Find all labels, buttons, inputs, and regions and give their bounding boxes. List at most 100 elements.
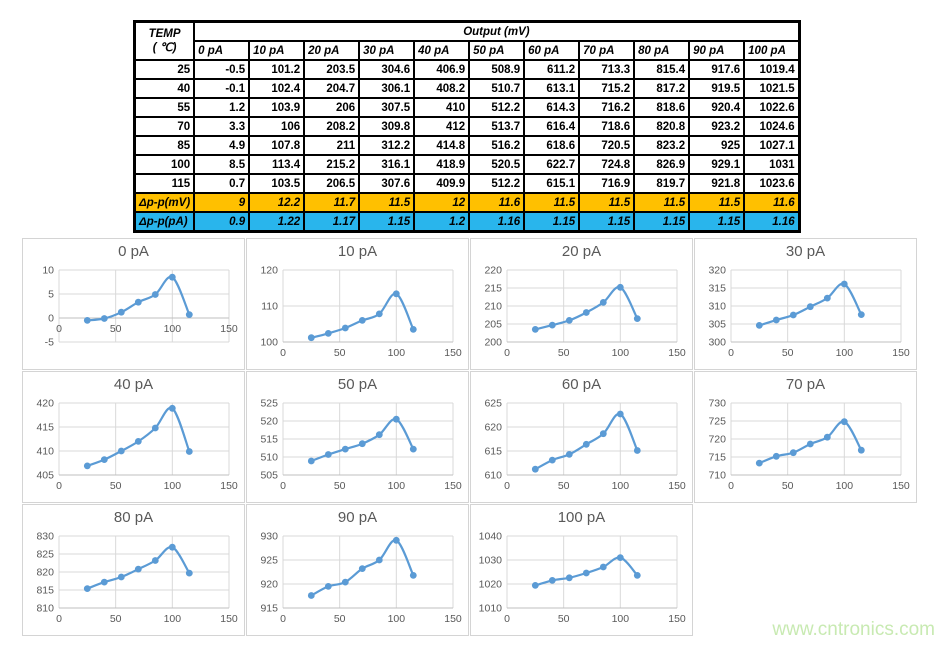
delta-pa-row-cell: 1.15 (358, 211, 416, 233)
delta-pa-row-cell: 1.15 (578, 211, 636, 233)
y-tick-label: 1010 (479, 603, 503, 615)
x-tick-label: 50 (110, 323, 122, 335)
delta-pa-row-cell: 1.15 (523, 211, 581, 233)
data-point-marker (789, 449, 797, 457)
value-cell: 1021.5 (743, 78, 801, 99)
x-tick-label: 150 (668, 347, 686, 359)
x-tick-label: 0 (728, 480, 734, 492)
x-tick-label: 0 (56, 480, 62, 492)
delta-pa-row: Δp-p(pA) 0.9 1.22 1.17 1.15 1.2 1.16 1.15 1.15 1.… (133, 211, 801, 233)
temp-header: TEMP ( ℃) (133, 20, 196, 61)
delta-pa-row-cell: 0.9 (193, 211, 251, 233)
data-point-marker (806, 440, 814, 448)
data-point-marker (185, 569, 193, 577)
chart-title: 70 pA (785, 376, 826, 393)
delta-pa-row-cell: 1.2 (413, 211, 471, 233)
value-cell: 418.9 (413, 154, 471, 175)
data-point-marker (409, 445, 417, 453)
chart-plot: 100 110 120 0 50 100 150 (260, 266, 461, 359)
series-line (87, 275, 191, 322)
value-cell: 206.5 (303, 173, 361, 194)
y-tick-label: 925 (260, 555, 278, 567)
y-tick-label: 120 (260, 266, 278, 277)
delta-pa-row-cell: 1.15 (633, 211, 691, 233)
table-body: 25 -0.5 101.2 203.5 304.6 406.9 508.9 611.2 713.… (133, 59, 801, 233)
table-row: 85 4.9 107.8 211 312.2 414.8 516.2 618.6 720.5 82… (133, 135, 801, 156)
data-point-marker (857, 311, 865, 318)
delta-mv-row: Δp-p(mV) 9 12.2 11.7 11.5 12 11.6 11.5 11.5 11.5 1… (133, 192, 801, 213)
chart-plot: 405 410 415 420 0 50 100 150 (36, 399, 237, 492)
x-tick-label: 150 (444, 480, 462, 492)
value-cell: 713.3 (578, 59, 636, 80)
value-cell: 613.1 (523, 78, 581, 99)
data-point-marker (134, 438, 142, 445)
value-cell: 925 (688, 135, 746, 156)
value-cell: 409.9 (413, 173, 471, 194)
y-tick-label: 715 (708, 452, 726, 464)
chart-title: 40 pA (113, 376, 154, 393)
temp-cell: 25 (133, 59, 196, 80)
data-point-marker (823, 433, 831, 441)
data-point-marker (531, 582, 539, 589)
chart-panel-90-pa: 90 pA 915 920 925 930 0 50 100 150 (246, 504, 469, 636)
data-point-marker (83, 585, 91, 592)
y-tick-label: 510 (260, 452, 278, 464)
col-header: 30 pA (358, 40, 416, 61)
data-point-marker (565, 317, 573, 324)
col-header: 60 pA (523, 40, 581, 61)
data-point-marker (185, 448, 193, 455)
chart-panel-70-pa: 70 pA 710 715 720 725 730 0 50 100 150 (694, 371, 917, 503)
y-tick-label: 1030 (479, 555, 503, 567)
delta-mv-row-cell: 11.6 (468, 192, 526, 213)
value-cell: 102.4 (248, 78, 306, 99)
y-tick-label: 405 (36, 470, 54, 482)
data-point-marker (117, 447, 125, 455)
value-cell: 316.1 (358, 154, 416, 175)
chart-panel-30-pa: 30 pA 300 305 310 315 320 0 50 100 150 (694, 238, 917, 370)
delta-pa-row-cell: 1.16 (468, 211, 526, 233)
temp-cell: 55 (133, 97, 196, 118)
chart-plot: 610 615 620 625 0 50 100 150 (484, 399, 685, 492)
x-tick-label: 100 (388, 347, 406, 359)
value-cell: 823.2 (633, 135, 691, 156)
value-cell: 815.4 (633, 59, 691, 80)
y-tick-label: 305 (708, 319, 726, 331)
data-point-marker (117, 573, 125, 581)
data-point-marker (134, 565, 142, 573)
y-tick-label: 930 (260, 532, 278, 543)
value-cell: 103.5 (248, 173, 306, 194)
data-point-marker (392, 415, 400, 423)
chart-plot: 200 205 210 215 220 0 50 100 150 (484, 266, 686, 359)
data-point-marker (599, 430, 607, 438)
x-tick-label: 50 (334, 613, 346, 625)
x-tick-label: 100 (164, 323, 182, 335)
data-point-marker (358, 317, 366, 324)
x-tick-label: 150 (220, 613, 238, 625)
data-point-marker (375, 310, 383, 318)
data-point-marker (531, 326, 539, 333)
data-point-marker (823, 294, 831, 302)
data-point-marker (324, 451, 332, 458)
x-tick-label: 100 (612, 480, 630, 492)
delta-mv-row-cell: 11.7 (303, 192, 361, 213)
col-header: 50 pA (468, 40, 526, 61)
data-point-marker (358, 440, 366, 448)
y-tick-label: 5 (48, 289, 54, 301)
value-cell: 724.8 (578, 154, 636, 175)
data-point-marker (375, 431, 383, 439)
col-header: 90 pA (688, 40, 746, 61)
y-tick-label: 100 (260, 337, 278, 349)
y-tick-label: 205 (484, 319, 502, 331)
y-tick-label: 505 (260, 470, 278, 482)
value-cell: 1019.4 (743, 59, 801, 80)
x-tick-label: 100 (164, 613, 182, 625)
delta-pa-row-cell: 1.15 (688, 211, 746, 233)
chart-panel-10-pa: 10 pA 100 110 120 0 50 100 150 (246, 238, 469, 370)
chart-title: 50 pA (337, 376, 378, 393)
delta-mv-row-cell: 11.5 (688, 192, 746, 213)
data-point-marker (341, 324, 349, 332)
x-tick-label: 150 (220, 323, 238, 335)
y-tick-label: 0 (48, 313, 54, 325)
value-cell: 414.8 (413, 135, 471, 156)
y-tick-label: 515 (260, 434, 278, 446)
